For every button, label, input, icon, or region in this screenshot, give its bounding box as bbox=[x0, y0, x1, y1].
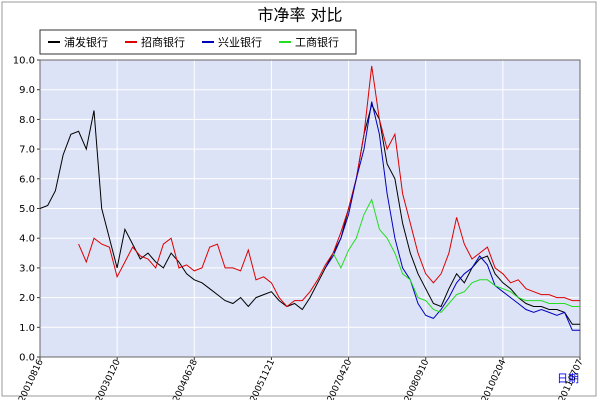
y-tick-label: 3.0 bbox=[19, 263, 35, 274]
legend-label: 兴业银行 bbox=[218, 35, 262, 49]
y-tick-label: 10.0 bbox=[13, 56, 35, 67]
y-tick-label: 4.0 bbox=[19, 234, 35, 245]
line bbox=[78, 65, 580, 308]
legend-label: 工商银行 bbox=[295, 35, 339, 49]
y-tick-label: 5.0 bbox=[19, 204, 35, 215]
y-tick-label: 7.0 bbox=[19, 145, 35, 156]
legend-label: 浦发银行 bbox=[64, 35, 108, 49]
line bbox=[332, 198, 580, 313]
y-tick-label: 9.0 bbox=[19, 85, 35, 96]
y-tick-label: 0.0 bbox=[19, 353, 35, 364]
y-tick-label: 6.0 bbox=[19, 174, 35, 185]
chart-title: 市净率 对比 bbox=[257, 6, 342, 25]
x-axis-label: 日期 bbox=[557, 372, 579, 385]
y-tick-label: 1.0 bbox=[19, 323, 35, 334]
line bbox=[39, 103, 580, 325]
line bbox=[324, 101, 580, 331]
y-tick-label: 8.0 bbox=[19, 115, 35, 126]
legend-label: 招商银行 bbox=[141, 35, 185, 49]
y-tick-label: 2.0 bbox=[19, 293, 35, 304]
legend bbox=[39, 29, 357, 55]
